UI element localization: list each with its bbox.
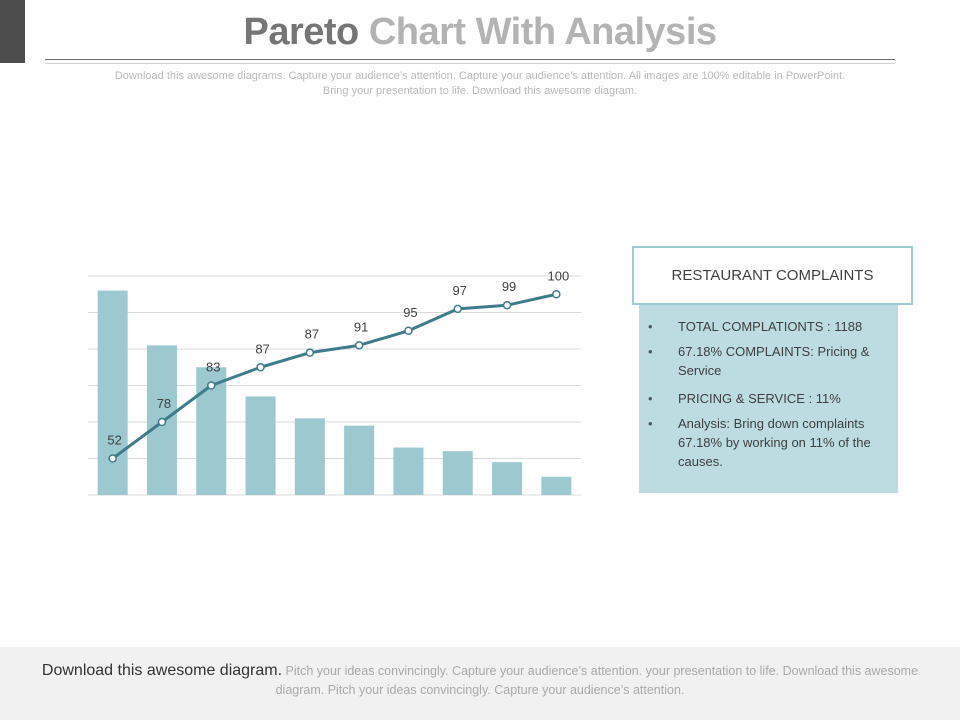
subtitle: Download this awesome diagrams. Capture … [114,70,846,97]
panel-body: TOTAL COMPLATIONTS : 1188 67.18% COMPLAI… [639,305,898,493]
data-label-8: 97 [453,283,467,298]
title-part2: Chart With Analysis [368,11,717,53]
data-label-6: 91 [354,319,368,334]
bar-8 [442,451,473,495]
bar-6 [344,425,375,495]
data-label-9: 99 [502,279,516,294]
bar-9 [492,462,523,495]
data-label-10: 100 [547,268,569,283]
title-part1: Pareto [243,11,359,53]
bullet-percentage: PRICING & SERVICE : 11% [648,389,888,408]
line-point-2 [157,417,167,427]
line-point-9 [502,300,512,310]
bars [97,290,572,495]
cumulative-line [111,292,557,460]
line-point-3 [207,381,216,390]
line-point-5 [305,348,315,357]
data-label-7: 95 [403,305,417,320]
bar-1 [97,290,128,495]
data-label-4: 87 [255,341,269,356]
bullet-total: TOTAL COMPLATIONTS : 1188 [648,317,888,336]
bar-10 [541,476,572,495]
line-point-4 [256,363,265,372]
data-label-3: 83 [206,360,220,375]
line-point-6 [354,341,364,350]
title-rule-secondary [45,63,895,64]
data-labels: 52 78 83 87 87 91 95 97 99 100 [107,268,569,447]
line-point-8 [453,304,462,314]
footer-text: Download this awesome diagram. Pitch you… [20,661,940,700]
footer-lead: Download this awesome diagram. [41,662,283,679]
data-label-5: 87 [305,327,319,342]
line-point-10 [552,290,561,299]
bullet-analysis: Analysis: Bring down complaints 67.18% b… [648,414,888,471]
data-label-2: 78 [157,396,171,411]
footer: Download this awesome diagram. Pitch you… [0,647,960,720]
line-markers [108,290,561,463]
title-rule [45,59,895,60]
bullet-pricing-service: 67.18% COMPLAINTS: Pricing & Service [648,342,888,380]
bar-7 [393,447,424,495]
line-point-1 [108,454,117,463]
footer-body: Pitch your ideas convincingly. Capture y… [275,664,919,697]
corner-tab [0,0,25,63]
line-point-7 [404,326,413,335]
bar-5 [294,418,325,495]
data-label-1: 52 [107,433,121,448]
panel-heading: RESTAURANT COMPLAINTS [632,246,913,305]
bar-4 [245,396,276,495]
page-title: Pareto Chart With Analysis [45,8,915,56]
